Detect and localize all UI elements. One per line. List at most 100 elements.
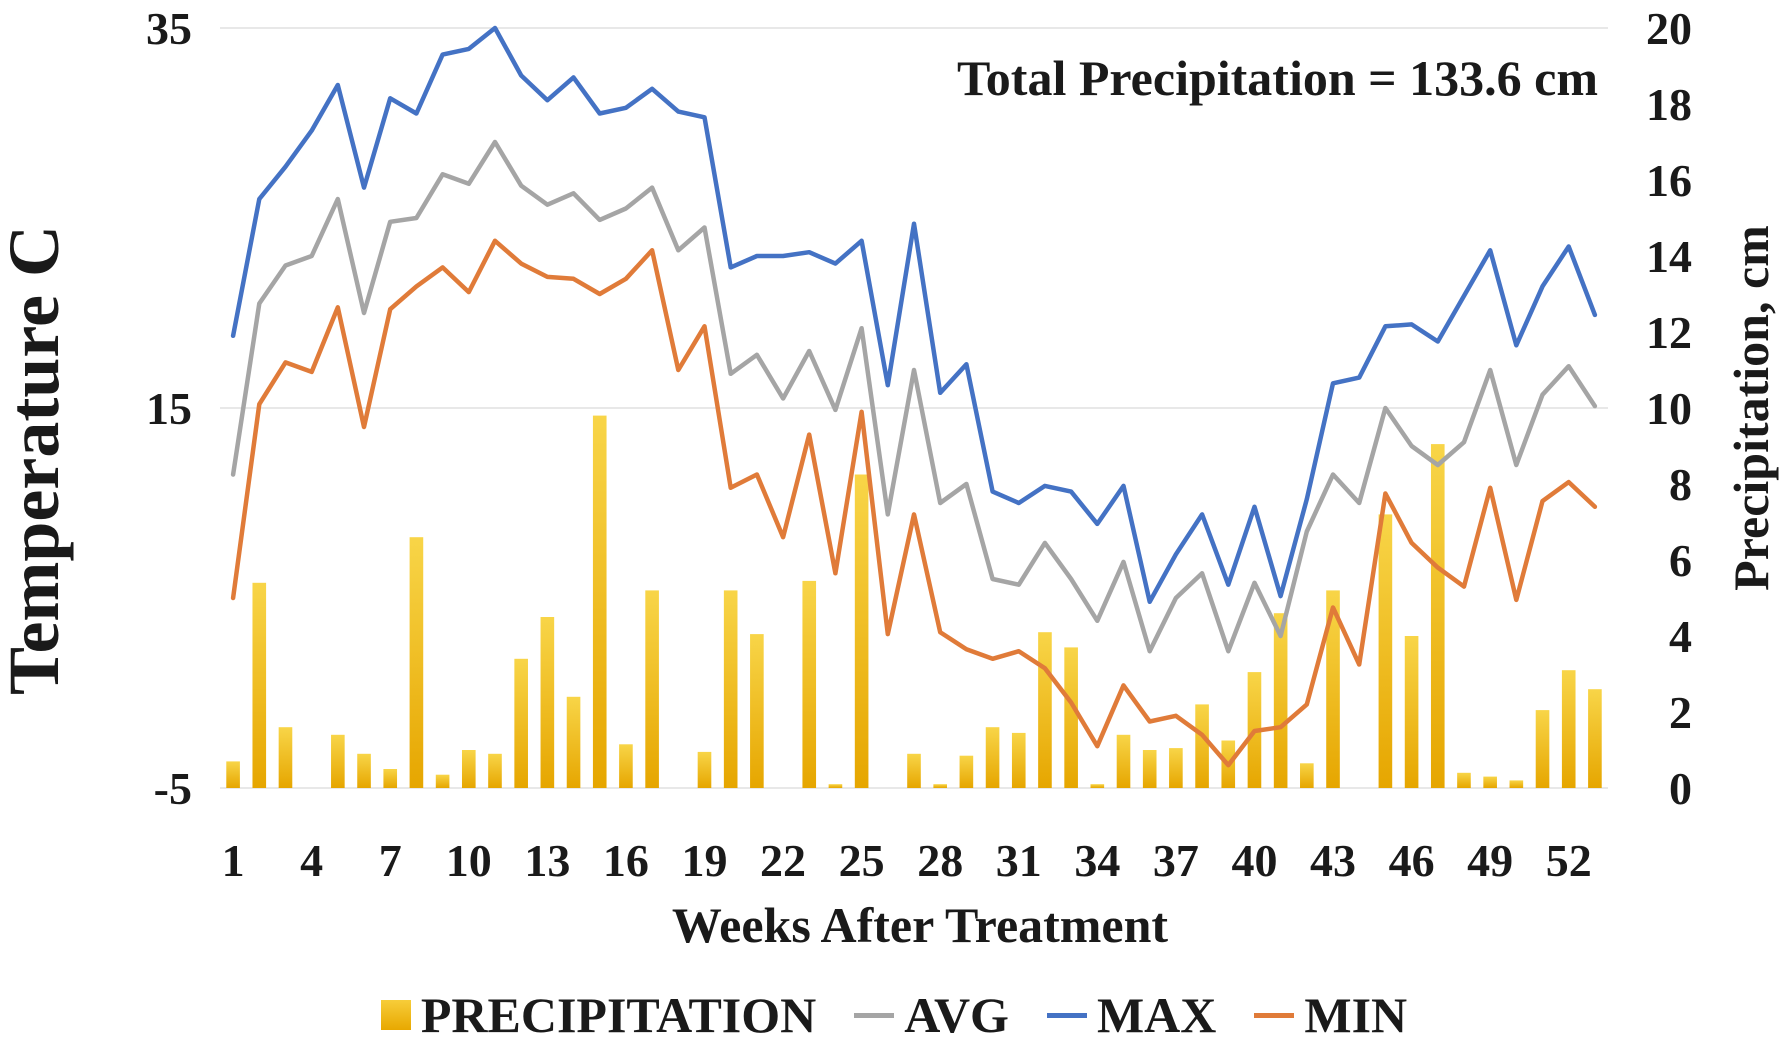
right-axis-tick-label: 18: [1646, 79, 1692, 130]
x-axis-tick-label: 34: [1074, 835, 1120, 886]
max-swatch: [1046, 1012, 1087, 1018]
precipitation-bar: [697, 751, 712, 788]
left-axis-tick-label: 35: [146, 3, 192, 54]
avg-swatch: [854, 1012, 895, 1018]
precipitation-bar: [1038, 632, 1052, 788]
precipitation-bar: [750, 634, 764, 788]
precipitation-bar: [1116, 734, 1131, 788]
x-axis-tick-label: 4: [300, 835, 323, 886]
x-axis-tick-label: 25: [839, 835, 885, 886]
x-axis-tick-label: 37: [1153, 835, 1199, 886]
precipitation-bar: [383, 769, 398, 788]
temperature-lines: [230, 25, 1598, 768]
max-line: [230, 25, 1598, 605]
x-axis-tick-label: 46: [1389, 835, 1435, 886]
legend-item-precipitation: PRECIPITATION: [380, 986, 817, 1044]
precipitation-bar: [1561, 670, 1576, 788]
precipitation-bar: [1430, 444, 1445, 788]
legend-label-precipitation: PRECIPITATION: [420, 987, 817, 1043]
x-axis-tick-label: 31: [996, 835, 1042, 886]
precipitation-bars: [226, 415, 1602, 788]
legend-label-max: MAX: [1096, 987, 1217, 1043]
precipitation-swatch: [380, 1000, 411, 1030]
x-axis-ticks: 1 4 7 10 13 16 19 22 25 28 31 34 37 40 43 46 49 52: [222, 835, 1592, 886]
precipitation-bar: [802, 580, 817, 788]
right-axis-title: Precipitation, cm: [1723, 225, 1779, 591]
x-axis-title: Weeks After Treatment: [672, 897, 1169, 953]
precipitation-bar: [357, 753, 371, 788]
legend-label-min: MIN: [1304, 987, 1408, 1043]
x-axis-tick-label: 28: [917, 835, 963, 886]
min-swatch: [1254, 1012, 1295, 1018]
precipitation-bar: [854, 474, 869, 788]
precipitation-bar: [723, 590, 738, 788]
x-axis-tick-label: 40: [1231, 835, 1277, 886]
precipitation-bar: [1483, 776, 1497, 788]
precipitation-bar: [540, 617, 555, 788]
x-axis-tick-label: 1: [222, 835, 245, 886]
x-axis-tick-label: 49: [1467, 835, 1513, 886]
left-axis-title: Temperature C: [0, 225, 74, 695]
right-axis-tick-label: 14: [1646, 231, 1692, 282]
precipitation-bar: [1169, 748, 1183, 788]
precipitation-bar: [1011, 732, 1026, 788]
precipitation-bar: [1090, 784, 1105, 788]
left-axis-tick-label: 15: [146, 383, 192, 434]
precipitation-bar: [959, 755, 974, 788]
gridlines: [220, 27, 1608, 789]
precipitation-bar: [828, 784, 843, 788]
precipitation-bar: [461, 750, 476, 788]
x-axis-tick-label: 52: [1546, 835, 1592, 886]
x-axis-tick-label: 22: [760, 835, 806, 886]
right-axis-tick-label: 4: [1669, 611, 1692, 662]
precipitation-bar: [1064, 647, 1078, 788]
precipitation-bar: [1588, 689, 1602, 788]
precipitation-bar: [1378, 514, 1393, 788]
precipitation-bar: [1300, 763, 1314, 788]
precipitation-bar: [278, 727, 293, 788]
precipitation-bar: [226, 761, 240, 788]
precipitation-bar: [566, 696, 581, 788]
legend-item-avg: AVG: [854, 986, 1009, 1044]
left-axis-ticks: 35 15 -5: [146, 3, 192, 814]
precipitation-bar: [645, 590, 659, 788]
x-axis-tick-label: 43: [1310, 835, 1356, 886]
precipitation-bar: [1457, 772, 1471, 788]
precipitation-bar: [488, 753, 502, 788]
min-line: [230, 238, 1598, 768]
avg-line: [230, 139, 1598, 654]
precipitation-bar: [435, 774, 450, 788]
legend-item-min: MIN: [1254, 986, 1407, 1044]
x-axis-tick-label: 19: [681, 835, 727, 886]
right-axis-tick-label: 8: [1669, 459, 1692, 510]
precipitation-bar: [933, 784, 947, 788]
precipitation-bar: [1535, 710, 1550, 788]
x-axis-tick-label: 10: [446, 835, 492, 886]
x-axis-tick-label: 7: [379, 835, 402, 886]
right-axis-tick-label: 0: [1669, 763, 1692, 814]
right-axis-tick-label: 10: [1646, 383, 1692, 434]
precipitation-bar: [1326, 590, 1340, 788]
total-precipitation-annotation: Total Precipitation = 133.6 cm: [957, 50, 1598, 106]
precipitation-bar: [514, 658, 528, 788]
legend-item-max: MAX: [1046, 986, 1217, 1044]
precipitation-bar: [1404, 636, 1419, 788]
precipitation-bar: [985, 727, 1000, 788]
right-axis-tick-label: 20: [1646, 3, 1692, 54]
right-axis-tick-label: 16: [1646, 155, 1692, 206]
precipitation-bar: [619, 744, 633, 788]
x-axis-tick-label: 16: [603, 835, 649, 886]
precipitation-bar: [252, 582, 267, 788]
precipitation-bar: [1509, 780, 1524, 788]
right-axis-tick-label: 12: [1646, 307, 1692, 358]
precipitation-bar: [907, 753, 921, 788]
precipitation-bar: [1273, 613, 1288, 788]
x-axis-tick-label: 13: [524, 835, 570, 886]
precipitation-bar: [1195, 704, 1209, 788]
legend: PRECIPITATION AVG MAX MIN: [0, 985, 1788, 1045]
precipitation-bar: [592, 415, 607, 788]
right-axis-tick-label: 2: [1669, 687, 1692, 738]
legend-label-avg: AVG: [904, 987, 1009, 1043]
